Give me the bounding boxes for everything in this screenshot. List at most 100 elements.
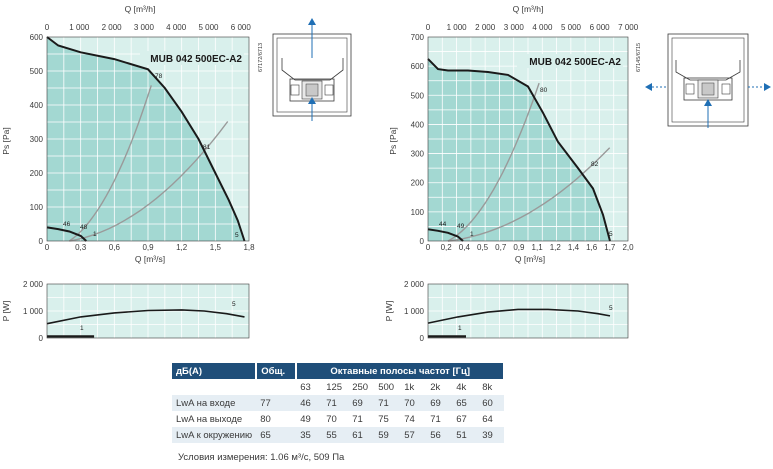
freq-cell: 63 bbox=[296, 379, 323, 395]
col-total-header: Общ. bbox=[256, 363, 298, 379]
curve-label-81: 81 bbox=[203, 144, 211, 151]
p-axis-label: P [W] bbox=[1, 301, 11, 322]
band-value: 69 bbox=[348, 395, 375, 411]
top-axis-ticks: 0 1 000 2 000 3 000 4 000 5 000 6 000 7 000 bbox=[426, 23, 639, 32]
row-total: 77 bbox=[256, 395, 297, 411]
ps-tick-label: 400 bbox=[30, 101, 44, 110]
top-tick-label: 6 000 bbox=[590, 23, 611, 32]
model-label-bg bbox=[140, 51, 244, 65]
band-value: 74 bbox=[404, 413, 415, 425]
p-tick-label: 0 bbox=[39, 334, 44, 343]
band-value: 35 bbox=[296, 427, 323, 443]
curve-label-44: 44 bbox=[439, 221, 447, 228]
ps-axis-label: Ps [Pa] bbox=[1, 127, 11, 154]
curve-label-49: 49 bbox=[457, 223, 465, 230]
ps-tick-label: 600 bbox=[30, 33, 44, 42]
bottom-tick-label: 0,4 bbox=[459, 243, 471, 252]
noise-table: дБ(A) Общ. Октавные полосы частот [Гц] 6… bbox=[172, 363, 506, 443]
band-value: 51 bbox=[452, 427, 479, 443]
measurement-conditions: Условия измерения: 1.06 м³/с, 509 Па bbox=[178, 452, 345, 463]
table-row: LwA к окружению 65 35 55 61 59 57 56 51 … bbox=[172, 427, 505, 443]
ps-tick-label: 300 bbox=[30, 135, 44, 144]
band-value: 49 bbox=[300, 413, 311, 425]
bottom-axis-ticks: 0 0,2 0,4 0,5 0,7 0,9 1,1 1,2 1,4 1,6 1,7 2,0 bbox=[426, 243, 634, 252]
system-curve-1 bbox=[68, 85, 152, 242]
bottom-tick-label: 0,9 bbox=[513, 243, 525, 252]
p-plot-frame bbox=[46, 283, 250, 339]
ps-tick-label: 100 bbox=[30, 203, 44, 212]
ps-tick-label: 100 bbox=[411, 208, 425, 217]
bottom-tick-label: 1,1 bbox=[532, 243, 544, 252]
bottom-tick-label: 0,9 bbox=[142, 243, 154, 252]
band-value: 60 bbox=[478, 395, 505, 411]
unit-diagram-side bbox=[272, 18, 352, 121]
top-tick-label: 1 000 bbox=[447, 23, 468, 32]
p-tick-label: 2 000 bbox=[404, 280, 425, 289]
top-axis-ticks: 0 1 000 2 000 3 000 4 000 5 000 6 000 bbox=[45, 23, 252, 32]
top-axis-label: Q [m³/h] bbox=[125, 4, 156, 14]
curve-label-80: 80 bbox=[540, 87, 548, 94]
bottom-tick-label: 1,4 bbox=[568, 243, 580, 252]
p-grid bbox=[428, 284, 628, 338]
ps-tick-label: 500 bbox=[30, 67, 44, 76]
ps-tick-label: 400 bbox=[411, 120, 425, 129]
top-tick-label: 3 000 bbox=[504, 23, 525, 32]
band-value: 64 bbox=[482, 413, 493, 425]
fan-curve-min bbox=[427, 228, 464, 242]
bottom-tick-label: 0,5 bbox=[477, 243, 489, 252]
bottom-tick-label: 1,6 bbox=[586, 243, 598, 252]
band-value: 67 bbox=[456, 413, 467, 425]
top-tick-label: 4 000 bbox=[532, 23, 553, 32]
system-curve-2 bbox=[69, 121, 229, 242]
ps-tick-label: 0 bbox=[420, 237, 425, 246]
p-axis-ticks: 0 1 000 2 000 bbox=[404, 280, 425, 343]
drawing-code: 67145/6715 bbox=[636, 43, 642, 72]
unit-diagram-through bbox=[645, 33, 771, 128]
bottom-tick-label: 0,3 bbox=[75, 243, 87, 252]
band-value: 71 bbox=[352, 413, 363, 425]
curve-label-1: 1 bbox=[93, 231, 97, 238]
table-row: LwA на входе 77 46 71 69 71 70 69 65 60 bbox=[172, 395, 505, 411]
top-tick-label: 0 bbox=[426, 23, 431, 32]
bottom-tick-label: 0,7 bbox=[495, 243, 507, 252]
power-label-5: 5 bbox=[232, 301, 236, 308]
bottom-tick-label: 1,2 bbox=[176, 243, 188, 252]
p-tick-label: 1 000 bbox=[404, 307, 425, 316]
bottom-tick-label: 1,5 bbox=[210, 243, 222, 252]
power-curve-max bbox=[46, 309, 245, 325]
bottom-tick-label: 0,6 bbox=[109, 243, 121, 252]
top-tick-label: 0 bbox=[45, 23, 50, 32]
row-label: LwA на входе bbox=[172, 395, 257, 411]
curve-label-5: 5 bbox=[235, 232, 239, 239]
bottom-axis-label: Q [m³/s] bbox=[515, 254, 545, 264]
curve-label-5: 5 bbox=[609, 231, 613, 238]
p-tick-label: 1 000 bbox=[23, 307, 44, 316]
ps-tick-label: 0 bbox=[39, 237, 44, 246]
bottom-tick-label: 1,7 bbox=[604, 243, 616, 252]
top-tick-label: 4 000 bbox=[166, 23, 187, 32]
p-axis-label: P [W] bbox=[384, 301, 394, 322]
row-label: LwA к окружению bbox=[172, 427, 257, 443]
ps-axis-ticks: 0 100 200 300 400 500 600 700 bbox=[411, 33, 425, 246]
fan-curve-max bbox=[427, 58, 611, 242]
ps-tick-label: 200 bbox=[411, 179, 425, 188]
band-value: 65 bbox=[452, 395, 479, 411]
bottom-tick-label: 0 bbox=[45, 243, 50, 252]
band-value: 56 bbox=[426, 427, 453, 443]
top-tick-label: 5 000 bbox=[561, 23, 582, 32]
top-tick-label: 3 000 bbox=[134, 23, 155, 32]
top-axis-label: Q [m³/h] bbox=[513, 4, 544, 14]
freq-cell: 250 bbox=[348, 379, 375, 395]
band-value: 61 bbox=[348, 427, 375, 443]
ps-tick-label: 300 bbox=[411, 150, 425, 159]
ps-axis-ticks: 0 100 200 300 400 500 600 bbox=[30, 33, 44, 246]
bottom-tick-label: 0 bbox=[426, 243, 431, 252]
band-value: 71 bbox=[322, 395, 349, 411]
p-tick-label: 0 bbox=[420, 334, 425, 343]
power-label-5: 5 bbox=[609, 305, 613, 312]
freq-cell: 1k bbox=[400, 379, 427, 395]
col-bands-header: Октавные полосы частот [Гц] bbox=[296, 363, 506, 379]
row-label: LwA на выходе bbox=[176, 413, 243, 425]
ps-plot-frame bbox=[427, 36, 629, 242]
ps-tick-label: 200 bbox=[30, 169, 44, 178]
